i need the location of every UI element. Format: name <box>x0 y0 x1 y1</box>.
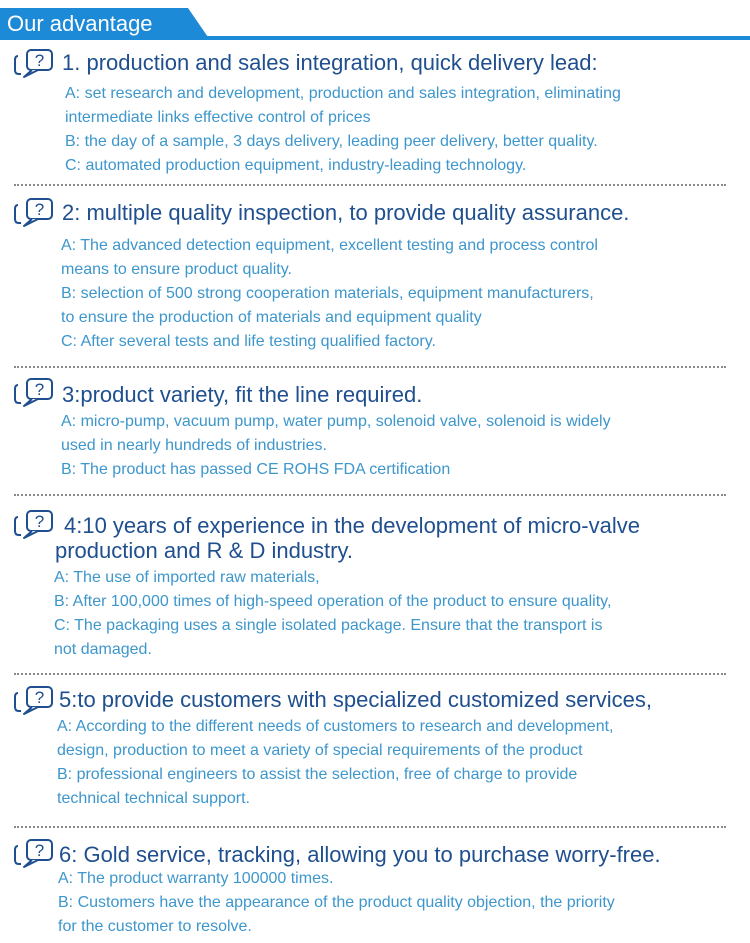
question-mark-bubble-icon: ? <box>14 49 53 78</box>
section-text-line: A: The use of imported raw materials, <box>54 569 320 586</box>
section-text-line: C: After several tests and life testing … <box>61 333 436 350</box>
dotted-divider <box>14 826 726 828</box>
svg-text:?: ? <box>35 512 44 531</box>
section-text-line: A: micro-pump, vacuum pump, water pump, … <box>61 413 611 430</box>
section-heading: 1. production and sales integration, qui… <box>62 50 598 75</box>
section-heading: 3:product variety, fit the line required… <box>62 382 423 407</box>
section-text-line: B: The product has passed CE ROHS FDA ce… <box>61 461 451 478</box>
section-text-line: means to ensure product quality. <box>61 261 292 278</box>
dotted-divider <box>14 184 726 186</box>
section-header-bar: Our advantage <box>0 0 750 40</box>
question-mark-bubble-icon: ? <box>14 198 53 227</box>
section-text-line: A: set research and development, product… <box>65 85 621 102</box>
section-heading: 6: Gold service, tracking, allowing you … <box>59 842 661 867</box>
question-mark-bubble-icon: ? <box>14 510 53 539</box>
section-text-line: to ensure the production of materials an… <box>61 309 482 326</box>
svg-text:?: ? <box>35 380 44 399</box>
section-text-line: B: professional engineers to assist the … <box>57 766 578 783</box>
section-text-line: A: The product warranty 100000 times. <box>58 870 334 887</box>
svg-text:?: ? <box>35 688 44 707</box>
dotted-divider <box>14 673 726 675</box>
section-text-line: C: The packaging uses a single isolated … <box>54 617 603 634</box>
svg-text:?: ? <box>35 51 44 70</box>
section-text-line: A: According to the different needs of c… <box>57 718 614 735</box>
svg-text:?: ? <box>35 841 44 860</box>
section-text-line: B: Customers have the appearance of the … <box>58 894 615 911</box>
svg-text:?: ? <box>35 200 44 219</box>
section-text-line: for the customer to resolve. <box>58 918 252 935</box>
section-text-line: intermediate links effective control of … <box>65 109 371 126</box>
section-text-line: B: selection of 500 strong cooperation m… <box>61 285 594 302</box>
section-heading: 2: multiple quality inspection, to provi… <box>62 200 630 225</box>
page-title: Our advantage <box>7 11 153 36</box>
section-text-line: B: the day of a sample, 3 days delivery,… <box>65 133 598 150</box>
section-text-line: B: After 100,000 times of high-speed ope… <box>54 593 612 610</box>
section-text-line: technical technical support. <box>57 790 250 807</box>
question-mark-bubble-icon: ? <box>14 839 53 868</box>
dotted-divider <box>14 366 726 368</box>
section-text-line: used in nearly hundreds of industries. <box>61 437 327 454</box>
section-text-line: A: The advanced detection equipment, exc… <box>61 237 598 254</box>
section-text-line: C: automated production equipment, indus… <box>65 157 527 174</box>
section-heading-line-1: 4:10 years of experience in the developm… <box>64 513 640 538</box>
section-heading: 4:10 years of experience in the developm… <box>55 513 640 563</box>
question-mark-bubble-icon: ? <box>14 686 53 715</box>
section-heading-line-2: production and R & D industry. <box>55 538 353 563</box>
section-text-line: not damaged. <box>54 641 152 658</box>
section-text-line: design, production to meet a variety of … <box>57 742 583 759</box>
section-heading: 5:to provide customers with specialized … <box>59 687 653 712</box>
question-mark-bubble-icon: ? <box>14 378 53 407</box>
dotted-divider <box>14 494 726 496</box>
